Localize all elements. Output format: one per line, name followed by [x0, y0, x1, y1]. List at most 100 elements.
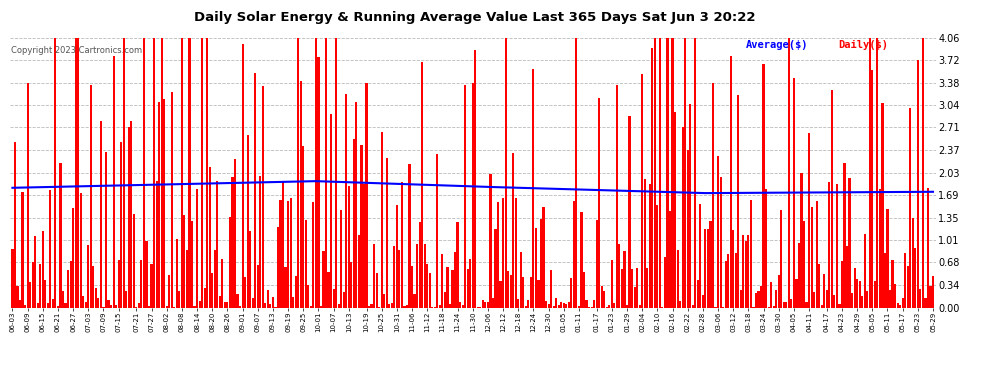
Bar: [426, 264, 429, 308]
Bar: [325, 38, 327, 308]
Bar: [406, 306, 408, 308]
Bar: [530, 277, 532, 308]
Bar: [565, 304, 567, 307]
Bar: [219, 296, 221, 307]
Bar: [222, 259, 224, 308]
Bar: [512, 153, 514, 308]
Bar: [806, 302, 808, 307]
Bar: [772, 306, 775, 308]
Bar: [318, 57, 320, 308]
Bar: [416, 244, 418, 308]
Bar: [547, 304, 549, 307]
Bar: [204, 288, 206, 308]
Bar: [22, 192, 24, 308]
Bar: [894, 284, 896, 308]
Bar: [287, 201, 289, 308]
Bar: [639, 305, 641, 308]
Bar: [355, 102, 357, 308]
Bar: [424, 243, 426, 308]
Bar: [795, 279, 798, 308]
Bar: [466, 268, 468, 308]
Bar: [214, 250, 216, 308]
Bar: [173, 307, 175, 308]
Bar: [350, 262, 352, 308]
Bar: [487, 302, 489, 307]
Bar: [45, 279, 47, 308]
Bar: [510, 274, 512, 308]
Bar: [37, 303, 39, 307]
Text: Daily Solar Energy & Running Average Value Last 365 Days Sat Jun 3 20:22: Daily Solar Energy & Running Average Val…: [194, 11, 756, 24]
Bar: [40, 264, 42, 308]
Bar: [188, 38, 190, 308]
Bar: [242, 44, 244, 308]
Bar: [738, 94, 740, 308]
Bar: [694, 38, 696, 308]
Bar: [538, 280, 540, 308]
Bar: [482, 300, 484, 307]
Bar: [315, 38, 317, 308]
Bar: [429, 273, 431, 308]
Bar: [256, 266, 258, 308]
Bar: [305, 220, 307, 308]
Bar: [370, 304, 372, 307]
Bar: [95, 288, 97, 308]
Bar: [34, 236, 37, 308]
Bar: [307, 285, 310, 308]
Bar: [881, 102, 883, 308]
Bar: [744, 242, 746, 308]
Bar: [469, 259, 471, 308]
Bar: [922, 38, 924, 308]
Bar: [155, 181, 157, 308]
Bar: [330, 114, 333, 308]
Bar: [419, 222, 421, 308]
Bar: [871, 70, 873, 308]
Bar: [357, 235, 360, 308]
Bar: [843, 162, 845, 308]
Bar: [259, 176, 261, 308]
Bar: [909, 108, 912, 308]
Bar: [168, 275, 170, 308]
Bar: [310, 306, 312, 308]
Bar: [368, 306, 370, 308]
Bar: [540, 219, 543, 308]
Bar: [125, 291, 128, 308]
Bar: [783, 302, 785, 307]
Bar: [583, 272, 585, 308]
Bar: [11, 249, 14, 308]
Bar: [671, 38, 673, 308]
Bar: [863, 234, 866, 308]
Bar: [32, 262, 34, 308]
Bar: [858, 281, 860, 308]
Bar: [477, 307, 479, 308]
Bar: [249, 231, 251, 308]
Bar: [839, 304, 841, 307]
Bar: [74, 38, 77, 308]
Bar: [578, 306, 580, 308]
Bar: [570, 278, 572, 308]
Bar: [846, 246, 848, 308]
Bar: [414, 294, 416, 307]
Bar: [451, 270, 453, 308]
Bar: [573, 201, 575, 308]
Bar: [206, 38, 208, 308]
Bar: [886, 209, 889, 308]
Bar: [543, 207, 545, 308]
Bar: [619, 244, 621, 308]
Bar: [79, 193, 82, 308]
Bar: [72, 208, 74, 308]
Bar: [692, 305, 694, 308]
Bar: [279, 200, 281, 308]
Bar: [502, 198, 504, 308]
Bar: [884, 253, 886, 308]
Bar: [338, 304, 340, 307]
Bar: [239, 306, 242, 308]
Bar: [515, 198, 517, 308]
Bar: [712, 83, 714, 308]
Bar: [237, 294, 239, 308]
Bar: [396, 205, 398, 308]
Bar: [651, 48, 653, 308]
Bar: [51, 299, 54, 307]
Bar: [113, 56, 115, 308]
Bar: [266, 290, 269, 308]
Bar: [585, 300, 588, 307]
